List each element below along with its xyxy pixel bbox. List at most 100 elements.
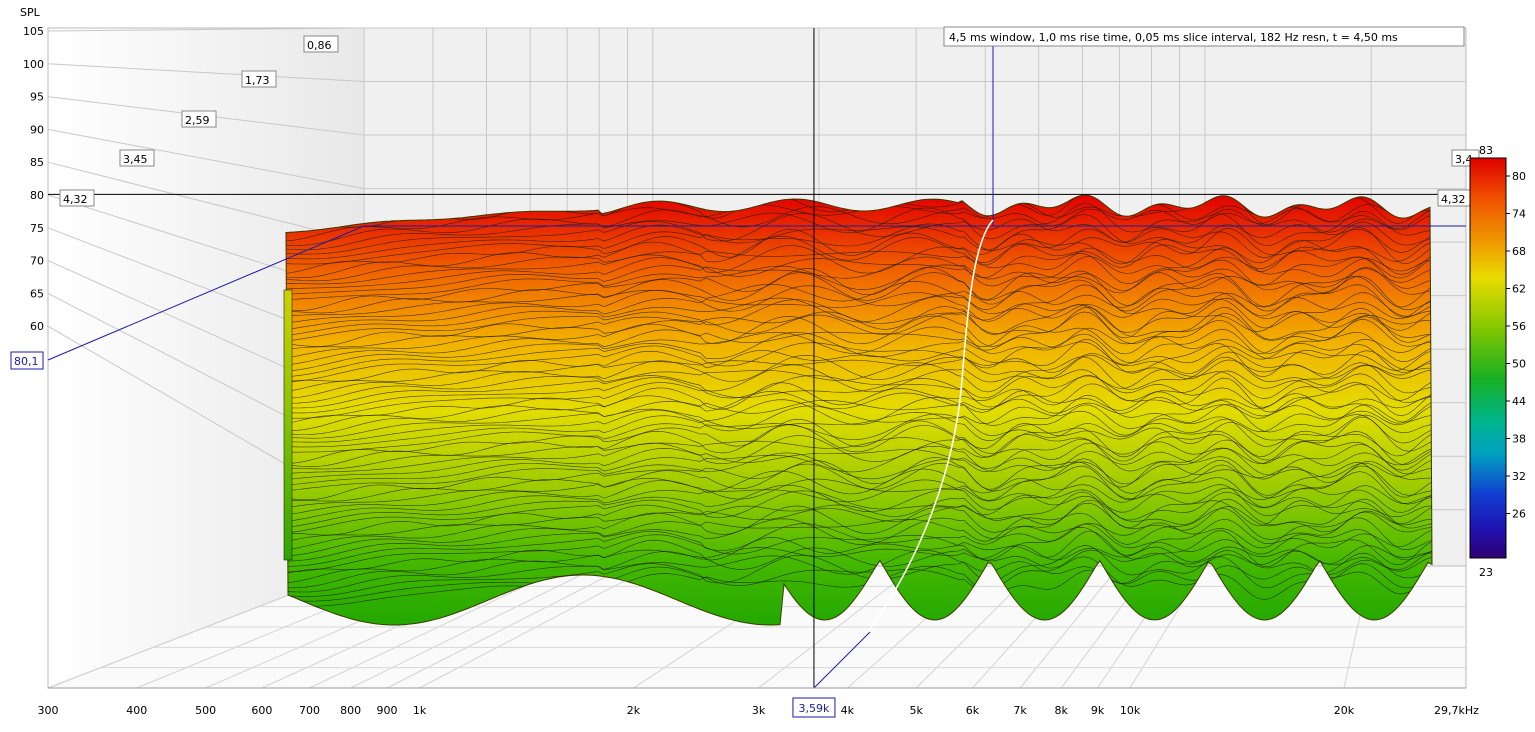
- color-bar-max: 83: [1479, 144, 1493, 157]
- x-axis-unit-label: 29,7kHz: [1434, 704, 1479, 717]
- slice-line: [286, 311, 1432, 359]
- slice-line: [286, 235, 1432, 278]
- time-tick-label: 4,32: [63, 193, 88, 206]
- x-tick-label: 5k: [909, 704, 923, 717]
- slice-line: [286, 328, 1432, 378]
- slice-line: [286, 270, 1432, 314]
- slice-line: [286, 475, 1432, 522]
- x-tick-label: 500: [195, 704, 216, 717]
- slice-line: [286, 394, 1432, 439]
- color-bar-tick-label: 80: [1512, 170, 1526, 183]
- x-tick-label: 7k: [1013, 704, 1027, 717]
- slice-line: [286, 319, 1432, 366]
- cursor-spl-box: [10, 351, 44, 370]
- slice-line: [286, 284, 1432, 324]
- time-tick-label: 3,4: [1455, 153, 1473, 166]
- y-tick-label: 85: [30, 156, 44, 169]
- y-tick-label: 80: [30, 189, 44, 202]
- slice-line: [286, 284, 1432, 330]
- slice-line: [286, 245, 1432, 285]
- slice-line: [286, 489, 1432, 534]
- y-tick-label: 75: [30, 222, 44, 235]
- x-tick-label: 800: [340, 704, 361, 717]
- slice-line: [286, 275, 1432, 317]
- slice-line: [286, 556, 1432, 602]
- color-bar-min: 23: [1479, 566, 1493, 579]
- slice-line: [286, 448, 1432, 492]
- slice-line: [286, 362, 1432, 409]
- cursor-layer: 80,1 3,59k: [10, 28, 1466, 718]
- y-tick-label: 95: [30, 91, 44, 104]
- color-bar-tick-label: 50: [1512, 358, 1526, 371]
- slice-line: [286, 377, 1432, 425]
- slice-line: [286, 507, 1432, 557]
- slice-line: [286, 259, 1432, 301]
- color-bar-tick-label: 68: [1512, 245, 1526, 258]
- time-tick-label: 3,45: [123, 153, 148, 166]
- x-tick-label: 4k: [841, 704, 855, 717]
- time-axis: 0,86 1,73 2,59 3,45 4,32 3,4 4,32: [59, 35, 1480, 207]
- slice-line: [286, 544, 1432, 584]
- slice-line: [286, 416, 1432, 464]
- time-tick-box: [241, 70, 277, 88]
- slice-line: [286, 203, 1432, 251]
- waterfall-surface: [283, 194, 1433, 626]
- x-axis: 300 400 500 600 700 800 900 1k 2k 3k 4k 5k 6k 7k 8k 9k 1…: [38, 704, 1355, 717]
- y-tick-label: 90: [30, 123, 44, 136]
- slice-trace: [867, 219, 994, 633]
- slice-line: [286, 256, 1432, 295]
- grid-line: [47, 161, 365, 243]
- y-tick-label: 60: [30, 320, 44, 333]
- info-text: 4,5 ms window, 1,0 ms rise time, 0,05 ms…: [949, 31, 1398, 44]
- time-tick-label: 2,59: [185, 114, 210, 127]
- slice-line: [286, 326, 1432, 372]
- time-tick-label: 4,32: [1441, 193, 1466, 206]
- slice-line: [286, 206, 1432, 247]
- y-axis-label: SPL: [20, 6, 41, 19]
- slice-line: [286, 491, 1432, 536]
- x-tick-label: 1k: [413, 704, 427, 717]
- time-tick-box: [181, 110, 217, 128]
- x-tick-label: 10k: [1120, 704, 1141, 717]
- slice-line: [286, 390, 1432, 432]
- time-tick-label: 0,86: [307, 39, 332, 52]
- x-tick-label: 2k: [627, 704, 641, 717]
- cursor-freq-box: [792, 697, 836, 718]
- color-bar-tick-label: 26: [1512, 508, 1526, 521]
- color-bar-tick-label: 62: [1512, 283, 1526, 296]
- slice-line: [286, 517, 1432, 562]
- grid-line: [47, 27, 365, 32]
- x-tick-label: 20k: [1334, 704, 1355, 717]
- slice-line: [286, 247, 1432, 290]
- slice-line: [286, 471, 1432, 516]
- slice-line: [286, 431, 1432, 470]
- slice-line: [286, 333, 1432, 383]
- slice-line: [286, 545, 1432, 593]
- slice-line: [286, 443, 1432, 486]
- depth-guide-line: [813, 631, 871, 689]
- slice-line: [286, 356, 1432, 404]
- x-tick-label: 8k: [1055, 704, 1069, 717]
- x-tick-label: 9k: [1091, 704, 1105, 717]
- slice-line: [286, 297, 1432, 342]
- color-bar-tick-label: 74: [1512, 208, 1526, 221]
- slice-line: [286, 369, 1432, 414]
- slice-line: [286, 354, 1432, 399]
- color-bar: 83 23 80 74 68 62 56 50 44 38 32 26: [1469, 144, 1526, 579]
- slice-line: [286, 226, 1432, 274]
- slice-line: [286, 498, 1432, 542]
- slice-line: [286, 211, 1432, 255]
- slice-line: [286, 438, 1432, 480]
- x-tick-label: 300: [38, 704, 59, 717]
- slice-line: [286, 214, 1432, 260]
- y-axis: 105 100 95 90 85 80 75 70 65 60: [23, 25, 44, 333]
- y-tick-label: 105: [23, 25, 44, 38]
- slice-line: [286, 404, 1432, 448]
- x-tick-label: 6k: [966, 704, 980, 717]
- slice-line: [286, 307, 1432, 350]
- slice-line: [286, 400, 1432, 443]
- slice-line: [286, 350, 1432, 393]
- slice-lines: [286, 195, 1432, 607]
- color-bar-tick-label: 38: [1512, 433, 1526, 446]
